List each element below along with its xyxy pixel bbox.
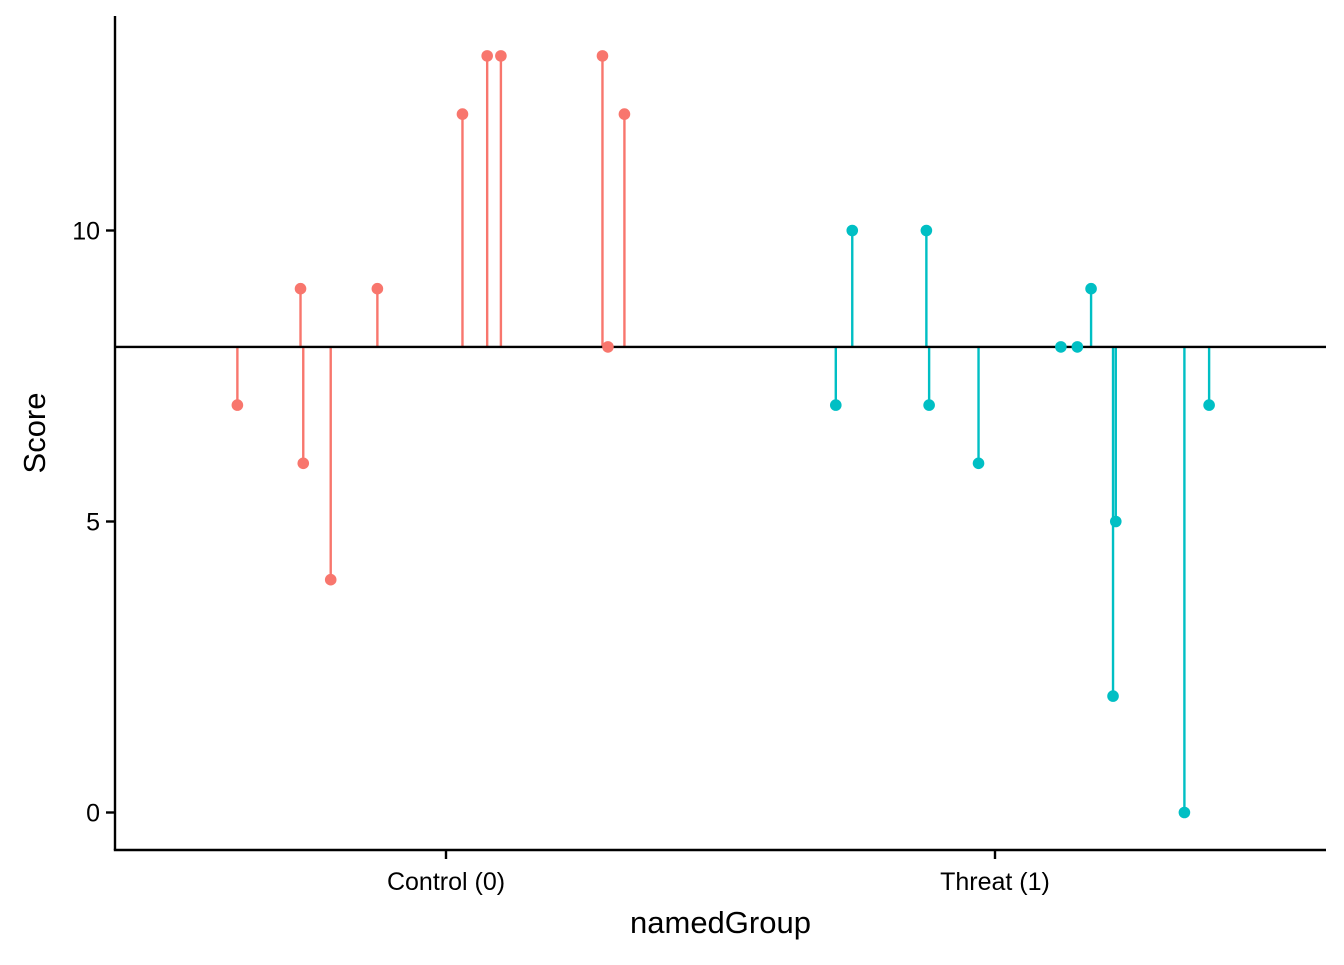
data-point [846,224,859,237]
data-point [596,50,609,62]
y-tick-label: 10 [72,218,100,246]
data-point [618,108,631,120]
y-axis-ticks: 0 5 10 [72,218,115,828]
y-tick-label: 0 [86,800,100,828]
data-point [456,108,469,120]
data-point [1178,806,1191,819]
data-point [481,50,493,62]
data-point [602,341,614,353]
y-tick-label: 5 [86,509,100,537]
x-axis-ticks: Control (0) Threat (1) [387,850,1050,896]
data-point [324,573,337,586]
data-point [1071,341,1084,353]
data-point [829,399,842,411]
data-point [1107,690,1119,702]
x-tick-label: Control (0) [387,868,505,896]
data-point [495,50,507,62]
data-points [231,50,1215,819]
data-point [371,282,384,295]
data-point [1085,282,1097,295]
data-point [1109,515,1122,528]
data-point [294,282,307,295]
x-tick-label: Threat (1) [940,868,1050,896]
residual-stems [236,55,1211,813]
data-point [297,457,310,470]
data-point [920,224,933,237]
data-point [972,457,985,470]
data-point [1203,399,1215,411]
data-point [923,399,935,411]
x-axis-title: namedGroup [630,905,811,940]
data-point [231,399,244,411]
data-point [1055,341,1067,353]
y-axis-title: Score [17,393,52,474]
